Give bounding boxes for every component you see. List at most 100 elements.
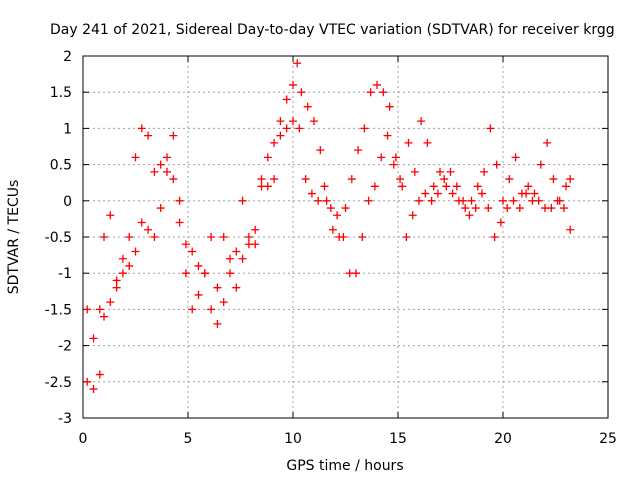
data-point bbox=[505, 175, 514, 184]
data-point bbox=[125, 261, 134, 270]
data-point bbox=[301, 175, 310, 184]
data-point bbox=[144, 225, 153, 234]
data-point bbox=[377, 153, 386, 162]
data-point bbox=[89, 334, 98, 343]
data-point bbox=[326, 204, 335, 213]
data-point bbox=[391, 153, 400, 162]
data-point bbox=[471, 204, 480, 213]
data-point bbox=[263, 182, 272, 191]
y-tick-label: -1 bbox=[58, 266, 72, 282]
data-point bbox=[100, 312, 108, 321]
data-point bbox=[137, 124, 146, 133]
data-point bbox=[156, 160, 165, 169]
data-point bbox=[181, 269, 190, 278]
data-point bbox=[522, 189, 531, 198]
data-point bbox=[219, 233, 228, 241]
data-point bbox=[341, 204, 350, 213]
data-point bbox=[509, 196, 518, 205]
data-point bbox=[524, 182, 533, 191]
data-point bbox=[442, 182, 451, 191]
data-point bbox=[144, 131, 153, 140]
data-point bbox=[163, 153, 171, 162]
x-tick-label: 0 bbox=[79, 431, 88, 447]
x-tick-label: 25 bbox=[599, 431, 617, 447]
data-point bbox=[440, 175, 449, 184]
data-point bbox=[213, 319, 222, 328]
data-point bbox=[219, 298, 228, 307]
data-point bbox=[536, 160, 545, 169]
data-point bbox=[194, 290, 203, 299]
y-tick-label: 1.5 bbox=[50, 85, 72, 101]
data-point bbox=[270, 175, 279, 184]
plot-frame bbox=[82, 55, 609, 419]
y-tick-label: 1 bbox=[63, 121, 72, 137]
data-point bbox=[461, 204, 470, 213]
data-point bbox=[480, 167, 489, 176]
data-point bbox=[112, 276, 121, 285]
data-point bbox=[490, 233, 499, 241]
data-point bbox=[276, 117, 285, 126]
data-point bbox=[417, 117, 426, 126]
data-point bbox=[188, 305, 197, 314]
data-point bbox=[188, 247, 197, 256]
data-point bbox=[448, 189, 457, 198]
y-tick-label: 2 bbox=[63, 49, 72, 65]
data-point bbox=[402, 233, 411, 241]
data-point bbox=[408, 211, 417, 220]
data-point bbox=[530, 189, 539, 198]
data-point bbox=[200, 269, 209, 278]
data-point bbox=[553, 196, 562, 205]
x-tick-label: 20 bbox=[494, 431, 512, 447]
data-point bbox=[282, 95, 291, 104]
data-point bbox=[118, 254, 127, 263]
data-point bbox=[169, 131, 178, 140]
data-point bbox=[473, 182, 482, 191]
data-point bbox=[131, 153, 140, 162]
data-point bbox=[559, 204, 568, 213]
data-point bbox=[175, 218, 184, 227]
data-point bbox=[347, 175, 356, 184]
data-point bbox=[244, 233, 253, 241]
y-tick-label: -1.5 bbox=[45, 302, 72, 318]
data-point bbox=[398, 182, 407, 191]
data-point bbox=[436, 167, 444, 176]
data-point bbox=[181, 240, 190, 249]
data-point bbox=[484, 204, 493, 213]
data-point bbox=[95, 370, 104, 379]
data-point bbox=[169, 175, 178, 184]
series-1 bbox=[83, 59, 575, 343]
x-tick-label: 10 bbox=[284, 431, 302, 447]
y-tick-label: -3 bbox=[58, 411, 72, 427]
data-point bbox=[263, 153, 272, 162]
data-point bbox=[549, 175, 558, 184]
data-point bbox=[226, 269, 234, 278]
data-point bbox=[207, 305, 216, 314]
data-point bbox=[496, 218, 505, 227]
data-point bbox=[175, 196, 184, 205]
data-point bbox=[492, 160, 501, 169]
data-point bbox=[244, 240, 253, 249]
data-point bbox=[118, 269, 127, 278]
data-point bbox=[150, 167, 159, 176]
data-point bbox=[251, 225, 260, 234]
data-point bbox=[289, 80, 297, 89]
data-point bbox=[404, 138, 413, 147]
data-point bbox=[89, 385, 98, 394]
data-point bbox=[339, 233, 348, 241]
data-point bbox=[232, 247, 241, 256]
data-point bbox=[282, 124, 291, 133]
data-point bbox=[276, 131, 285, 140]
data-point bbox=[433, 189, 442, 198]
data-point bbox=[257, 175, 266, 184]
data-point bbox=[383, 131, 392, 140]
data-point bbox=[478, 189, 486, 198]
y-tick-label: -2 bbox=[58, 339, 72, 355]
data-point bbox=[465, 211, 474, 220]
data-point bbox=[515, 204, 524, 213]
data-point bbox=[106, 298, 115, 307]
y-tick-labels: -3 -2.5 -2 -1.5 -1 -0.5 0 0.5 1 1.5 2 bbox=[45, 49, 72, 427]
data-point bbox=[429, 182, 438, 191]
data-point bbox=[446, 167, 455, 176]
data-point bbox=[314, 196, 323, 205]
data-point bbox=[410, 167, 419, 176]
